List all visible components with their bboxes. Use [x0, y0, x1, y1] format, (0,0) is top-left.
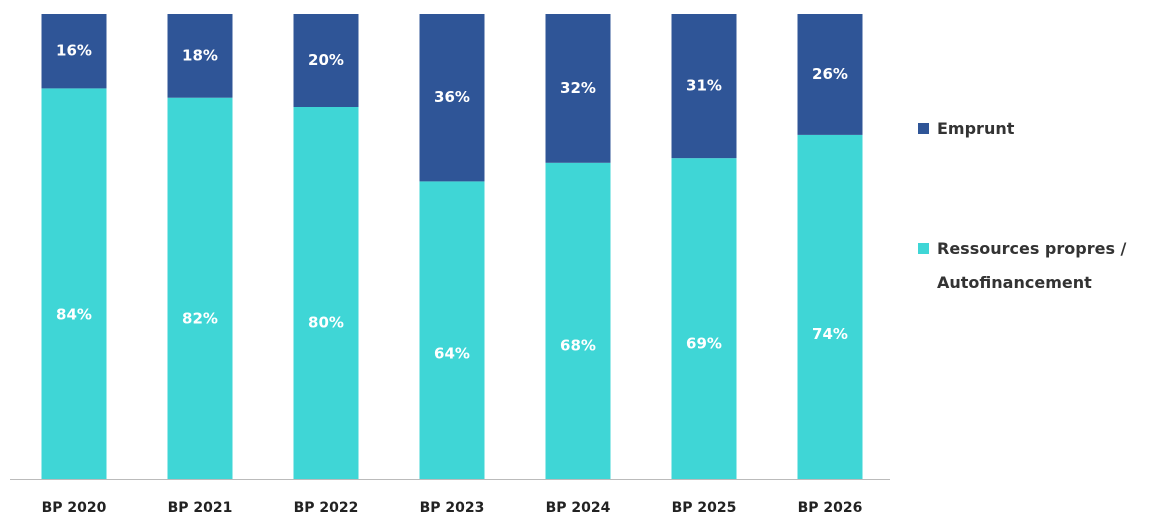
bar-segment [167, 14, 233, 98]
value-label: 31% [686, 77, 722, 95]
value-label: 18% [182, 46, 218, 64]
bar-segment [671, 158, 737, 479]
value-label: 68% [560, 337, 596, 355]
bar-segment [41, 88, 107, 480]
bar-segment [167, 97, 233, 479]
bar-segment [671, 14, 737, 159]
x-tick-label: BP 2021 [168, 500, 233, 516]
value-label: 69% [686, 335, 722, 353]
x-tick-label: BP 2023 [420, 500, 485, 516]
value-label: 32% [560, 79, 596, 97]
value-label: 36% [434, 88, 470, 106]
bar-segment [419, 181, 485, 479]
value-label: 16% [56, 42, 92, 60]
bar-segment [419, 14, 485, 182]
value-label: 84% [56, 305, 92, 323]
bar-segment [545, 14, 611, 163]
value-label: 20% [308, 51, 344, 69]
value-label: 82% [182, 309, 218, 327]
legend-item: Ressources propres / Autofinancement [918, 232, 1148, 300]
bar-segment [293, 14, 359, 107]
legend-item: Emprunt [918, 112, 1148, 146]
bar-segment [41, 14, 107, 89]
value-label: 26% [812, 65, 848, 83]
x-tick-label: BP 2026 [798, 500, 863, 516]
x-tick-label: BP 2024 [546, 500, 611, 516]
x-tick-label: BP 2020 [42, 500, 107, 516]
value-label: 64% [434, 345, 470, 363]
legend-label: Ressources propres / Autofinancement [937, 239, 1127, 292]
x-tick-label: BP 2025 [672, 500, 737, 516]
x-tick-label: BP 2022 [294, 500, 359, 516]
bar-segment [545, 162, 611, 480]
bar-segment [293, 107, 359, 479]
bar-segment [797, 14, 863, 135]
legend-swatch [918, 243, 929, 254]
value-label: 80% [308, 313, 344, 331]
legend-swatch [918, 123, 929, 134]
legend-label: Emprunt [937, 119, 1015, 138]
value-label: 74% [812, 325, 848, 343]
bar-segment [797, 134, 863, 479]
